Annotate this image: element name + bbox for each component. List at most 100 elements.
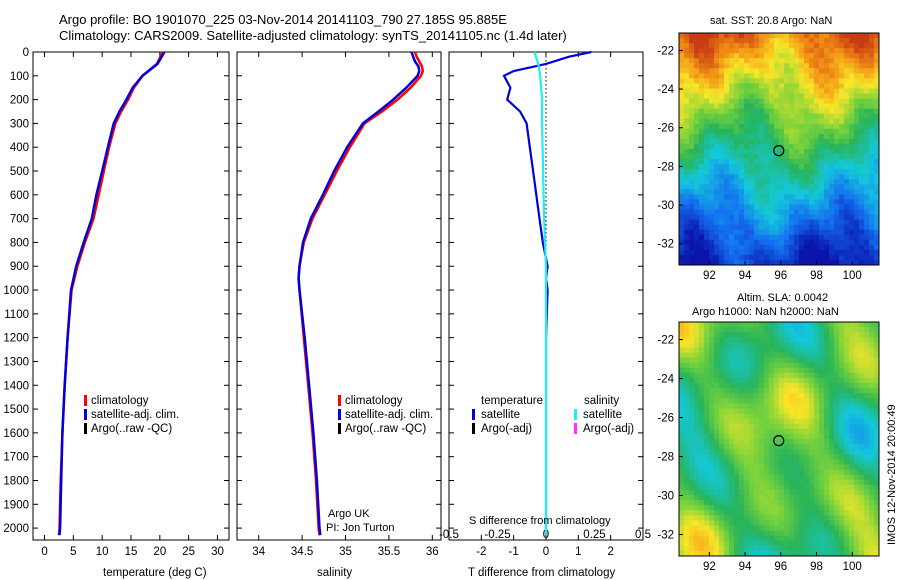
sla-map-title: Altim. SLA: 0.0042 xyxy=(737,292,828,304)
legend-title: temperature xyxy=(481,395,543,407)
argo-position-marker xyxy=(773,145,785,157)
legend-title: salinity xyxy=(584,395,619,407)
depth-tick-label: 1000 xyxy=(3,285,29,297)
map-x-tick-label: 92 xyxy=(703,270,716,282)
depth-tick-label: 600 xyxy=(10,190,29,202)
legend-entry: satellite-adj. clim. xyxy=(91,409,179,421)
map-y-tick-label: -28 xyxy=(657,452,674,464)
map-y-tick-label: -24 xyxy=(657,374,674,386)
legend-entry: Argo(-adj) xyxy=(583,423,634,435)
sst-map-field xyxy=(679,33,880,266)
x-tick-label: 25 xyxy=(182,546,195,558)
depth-tick-label: 2000 xyxy=(3,523,29,535)
x-tick-label: 20 xyxy=(153,546,166,558)
sla-map: 92 94 96 98 100 -22 -24 -26 -28 -30 -32 xyxy=(657,321,880,573)
legend-entry: Argo(..raw -QC) xyxy=(345,423,426,435)
imos-stamp: IMOS 12-Nov-2014 20:00:49 xyxy=(886,404,898,545)
sst-map-frame xyxy=(678,32,880,266)
x-tick-label: 35.5 xyxy=(378,546,400,558)
legend-swatch xyxy=(338,423,341,434)
x-tick-label: 2 xyxy=(607,546,613,558)
map-y-tick-label: -22 xyxy=(657,335,674,347)
annotation-argo-uk: Argo UK xyxy=(328,508,370,520)
x-tick-label: 1 xyxy=(575,546,581,558)
salinity-xlabel: salinity xyxy=(317,567,352,579)
legend-swatch xyxy=(338,409,341,420)
legend-swatch xyxy=(472,409,475,420)
series-line-satellite-adj-clim- xyxy=(297,51,421,536)
map-x-tick-label: 100 xyxy=(843,561,862,573)
depth-tick-label: 400 xyxy=(10,142,29,154)
x-tick-label: 0 xyxy=(543,546,549,558)
map-y-tick-label: -22 xyxy=(657,45,674,57)
legend-swatch xyxy=(84,409,87,420)
map-y-tick-label: -24 xyxy=(657,84,674,96)
temperature-legend: climatology satellite-adj. clim. Argo(..ra… xyxy=(84,395,179,435)
annotation-pi: PI: Jon Turton xyxy=(326,522,394,534)
x-tick-label: 0 xyxy=(41,546,47,558)
map-y-tick-label: -30 xyxy=(657,200,674,212)
argo-position-marker xyxy=(773,435,785,447)
series-line-salinity-satellite xyxy=(533,51,548,536)
x-tick-label: 36 xyxy=(426,546,439,558)
panel-frame xyxy=(32,51,230,541)
depth-tick-label: 500 xyxy=(10,166,29,178)
map-y-tick-label: -32 xyxy=(657,530,674,542)
depth-tick-label: 300 xyxy=(10,118,29,130)
sla-map-frame xyxy=(678,321,880,557)
map-x-tick-label: 94 xyxy=(739,270,752,282)
legend-swatch xyxy=(84,395,87,406)
panel-frame xyxy=(236,51,442,541)
salinity-legend: climatology satellite-adj. clim. Argo(..ra… xyxy=(338,395,433,435)
map-y-tick-label: -26 xyxy=(657,413,674,425)
legend-entry: Argo(..raw -QC) xyxy=(91,423,172,435)
x-tick-label: 30 xyxy=(211,546,224,558)
temperature-profile-panel: 0 5 10 15 20 25 30 xyxy=(32,51,230,558)
map-y-tick-label: -26 xyxy=(657,123,674,135)
x-tick-label: 35 xyxy=(339,546,352,558)
sla-map-subtitle: Argo h1000: NaN h2000: NaN xyxy=(692,306,839,318)
s-difference-label: S difference from climatology xyxy=(469,515,611,527)
x-tick-label: -2 xyxy=(476,546,486,558)
legend-entry: climatology xyxy=(91,395,149,407)
x-tick-label: -1 xyxy=(509,546,519,558)
difference-profile-panel: -2 -1 0 1 2-0.5 -0.25 0 0.25 0.5 xyxy=(439,50,651,558)
map-y-tick-label: -28 xyxy=(657,161,674,173)
depth-tick-label: 100 xyxy=(10,71,29,83)
map-y-tick-label: -32 xyxy=(657,239,674,251)
legend-swatch xyxy=(574,409,577,420)
legend-entry: climatology xyxy=(345,395,403,407)
depth-tick-label: 1900 xyxy=(3,499,29,511)
map-y-tick-label: -30 xyxy=(657,491,674,503)
depth-tick-label: 900 xyxy=(10,261,29,273)
s-tick-label: 0.25 xyxy=(583,529,605,541)
series-line-satellite-adj-clim- xyxy=(58,51,166,536)
header-line-1: Argo profile: BO 1901070_225 03-Nov-2014… xyxy=(59,12,507,27)
depth-tick-label: 1700 xyxy=(3,452,29,464)
header-line-2: Climatology: CARS2009. Satellite-adjuste… xyxy=(59,28,567,43)
depth-tick-label: 0 xyxy=(23,47,29,59)
difference-legend: temperature salinity satellite Argo(-adj) sa… xyxy=(472,395,634,435)
depth-tick-label: 1200 xyxy=(3,333,29,345)
legend-swatch xyxy=(574,423,577,434)
depth-tick-label: 1400 xyxy=(3,380,29,392)
map-x-tick-label: 98 xyxy=(810,270,823,282)
legend-swatch xyxy=(472,423,475,434)
legend-entry: satellite xyxy=(583,409,622,421)
depth-tick-label: 1500 xyxy=(3,404,29,416)
depth-tick-label: 800 xyxy=(10,237,29,249)
x-tick-label: 15 xyxy=(125,546,138,558)
depth-axis: 0 100 200 300 400 500 600 700 800 900 1000 1100 1200… xyxy=(3,47,29,535)
depth-tick-label: 1600 xyxy=(3,428,29,440)
x-tick-label: 34 xyxy=(252,546,265,558)
legend-swatch xyxy=(338,395,341,406)
sla-map-field xyxy=(679,322,880,557)
depth-tick-label: 700 xyxy=(10,214,29,226)
t-difference-xlabel: T difference from climatology xyxy=(468,567,615,579)
map-x-tick-label: 98 xyxy=(810,561,823,573)
temperature-xlabel: temperature (deg C) xyxy=(103,567,207,579)
x-tick-label: 5 xyxy=(70,546,76,558)
legend-entry: satellite-adj. clim. xyxy=(345,409,433,421)
legend-entry: satellite xyxy=(481,409,520,421)
